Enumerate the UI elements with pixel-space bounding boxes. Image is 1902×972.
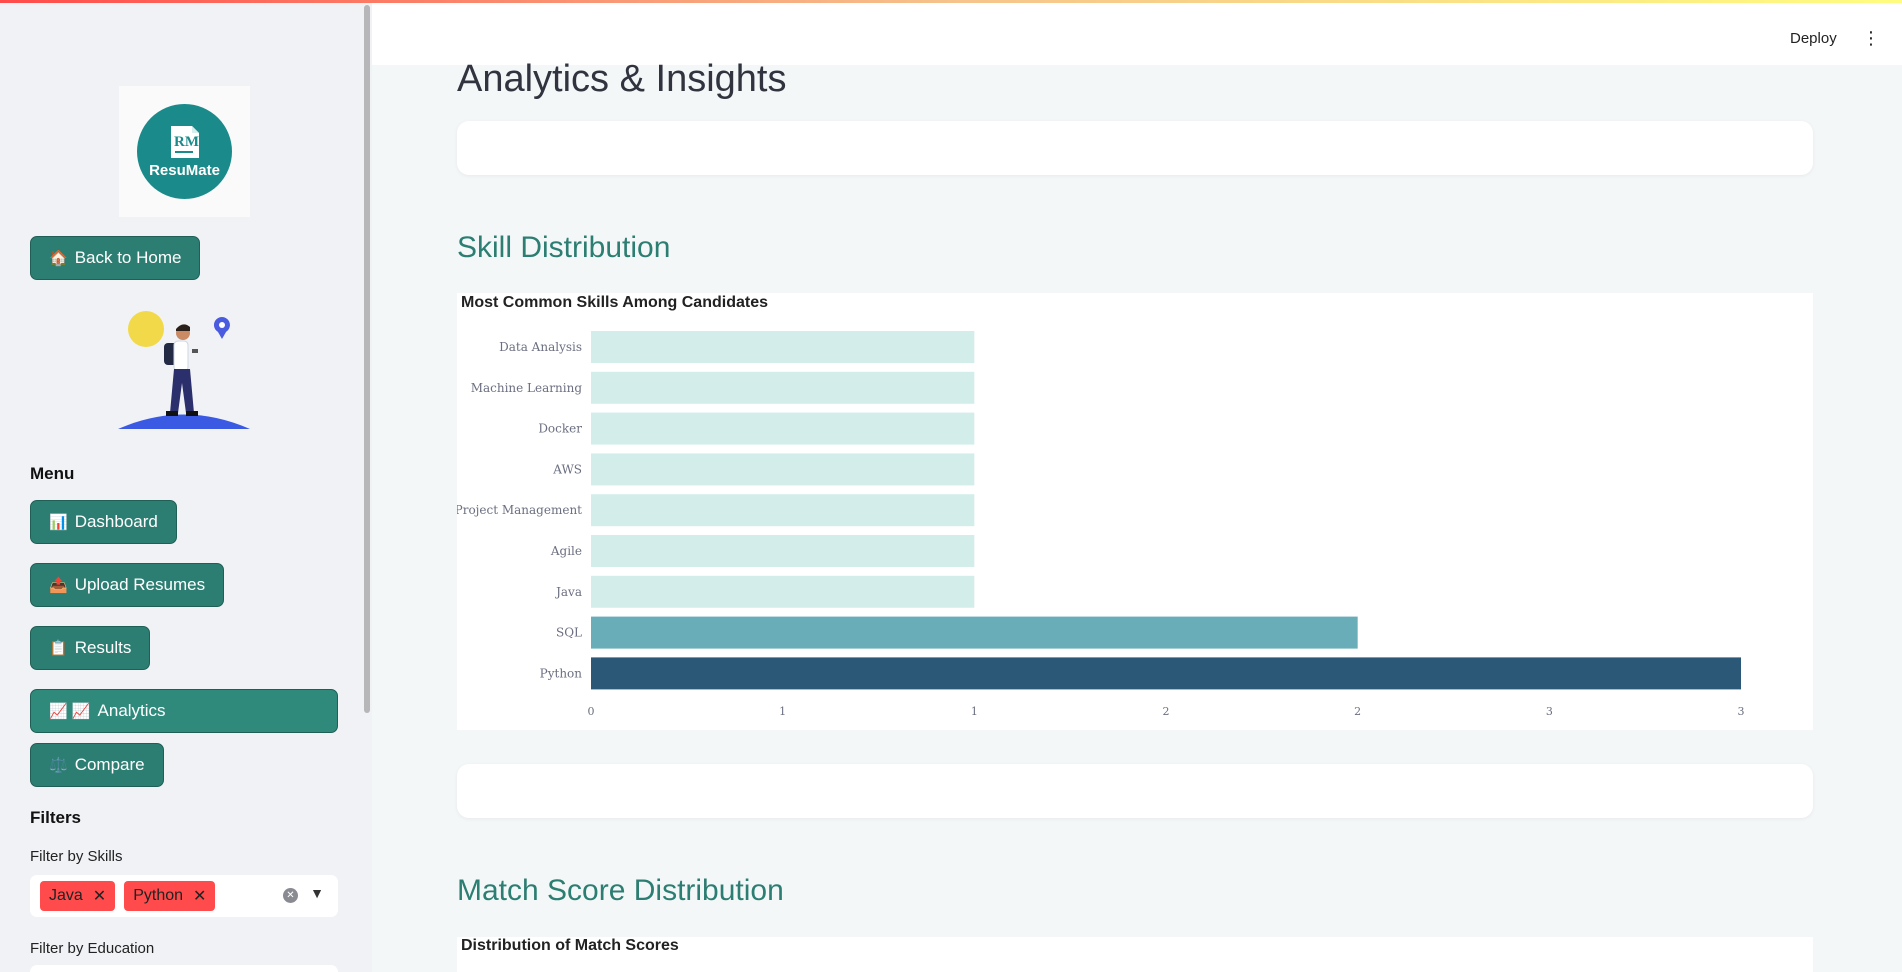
upload-resumes-label: Upload Resumes (75, 575, 205, 595)
skills-multiselect[interactable]: Java ✕ Python ✕ ✕ ▼ (30, 875, 338, 917)
analytics-button[interactable]: 📈 📈 Analytics (30, 689, 338, 733)
bar-aws[interactable] (591, 453, 974, 485)
upload-icon: 📤 (49, 576, 68, 594)
svg-text:RM: RM (174, 134, 199, 150)
x-tick-label: 1 (971, 705, 978, 718)
category-label: AWS (552, 462, 582, 476)
results-button[interactable]: 📋 Results (30, 626, 150, 670)
bar-data-analysis[interactable] (591, 331, 974, 363)
app-header (372, 3, 1902, 65)
category-label: Agile (550, 544, 582, 558)
document-icon: RM (168, 124, 202, 160)
bar-agile[interactable] (591, 535, 974, 567)
chip-label: Python (133, 887, 183, 905)
sidebar-scrollbar[interactable] (364, 5, 370, 713)
chip-label: Java (49, 887, 83, 905)
skill-bar-chart: Data Analysis Machine Learning Docker AWS Pr… (457, 293, 1813, 730)
x-tick-label: 0 (588, 705, 595, 718)
traveler-illustration (114, 305, 254, 430)
x-tick-label: 1 (779, 705, 786, 718)
scales-icon: ⚖️ (49, 756, 68, 774)
clear-all-icon[interactable]: ✕ (283, 888, 298, 903)
skill-chip-java[interactable]: Java ✕ (40, 881, 115, 911)
dashboard-button[interactable]: 📊 Dashboard (30, 500, 177, 544)
chevron-down-icon[interactable]: ▼ (310, 885, 324, 901)
skill-chart-title: Most Common Skills Among Candidates (461, 294, 768, 312)
category-label: Machine Learning (471, 381, 583, 395)
back-to-home-label: Back to Home (75, 248, 182, 268)
category-label: Docker (538, 422, 582, 436)
skill-chart-container: Data Analysis Machine Learning Docker AWS Pr… (457, 293, 1813, 730)
back-to-home-button[interactable]: 🏠 Back to Home (30, 236, 200, 280)
analytics-label: Analytics (98, 701, 166, 721)
upload-resumes-button[interactable]: 📤 Upload Resumes (30, 563, 224, 607)
top-progress-line (0, 0, 1902, 3)
deploy-button[interactable]: Deploy (1790, 30, 1837, 47)
category-label: Project Management (457, 503, 582, 517)
bar-sql[interactable] (591, 617, 1358, 649)
sidebar: RM ResuMate 🏠 Back to Home Menu 📊 Dashbo… (0, 0, 372, 972)
bar-java[interactable] (591, 576, 974, 608)
trend-chart-icon: 📈 📈 (49, 702, 91, 720)
home-icon: 🏠 (49, 249, 68, 267)
more-vertical-icon[interactable]: ⋮ (1862, 28, 1880, 49)
match-chart-title: Distribution of Match Scores (461, 937, 679, 955)
bar-chart-icon: 📊 (49, 513, 68, 531)
logo-badge: RM ResuMate (137, 104, 232, 199)
category-label: SQL (556, 626, 582, 640)
compare-button[interactable]: ⚖️ Compare (30, 743, 164, 787)
results-label: Results (75, 638, 132, 658)
bar-docker[interactable] (591, 413, 974, 445)
info-card-2 (457, 764, 1813, 818)
x-tick-label: 2 (1354, 705, 1361, 718)
info-card (457, 121, 1813, 175)
skill-section-title: Skill Distribution (457, 231, 670, 265)
clipboard-icon: 📋 (49, 639, 68, 657)
menu-heading: Menu (30, 464, 74, 484)
category-label: Python (540, 666, 583, 680)
bar-python[interactable] (591, 657, 1741, 689)
remove-chip-icon[interactable]: ✕ (93, 886, 106, 906)
match-section-title: Match Score Distribution (457, 874, 784, 908)
remove-chip-icon[interactable]: ✕ (193, 886, 206, 906)
x-tick-label: 3 (1738, 705, 1745, 718)
skill-chip-python[interactable]: Python ✕ (124, 881, 215, 911)
logo: RM ResuMate (119, 86, 250, 217)
x-tick-label: 3 (1546, 705, 1553, 718)
bar-machine-learning[interactable] (591, 372, 974, 404)
category-label: Data Analysis (499, 340, 582, 354)
category-label: Java (554, 585, 582, 599)
compare-label: Compare (75, 755, 145, 775)
filter-education-label: Filter by Education (30, 940, 154, 957)
logo-text: ResuMate (149, 162, 220, 179)
filter-skills-label: Filter by Skills (30, 848, 123, 865)
dashboard-label: Dashboard (75, 512, 158, 532)
x-tick-label: 2 (1163, 705, 1170, 718)
bar-project-management[interactable] (591, 494, 974, 526)
education-select[interactable] (30, 965, 338, 972)
filters-heading: Filters (30, 808, 81, 828)
page-title: Analytics & Insights (457, 58, 786, 101)
